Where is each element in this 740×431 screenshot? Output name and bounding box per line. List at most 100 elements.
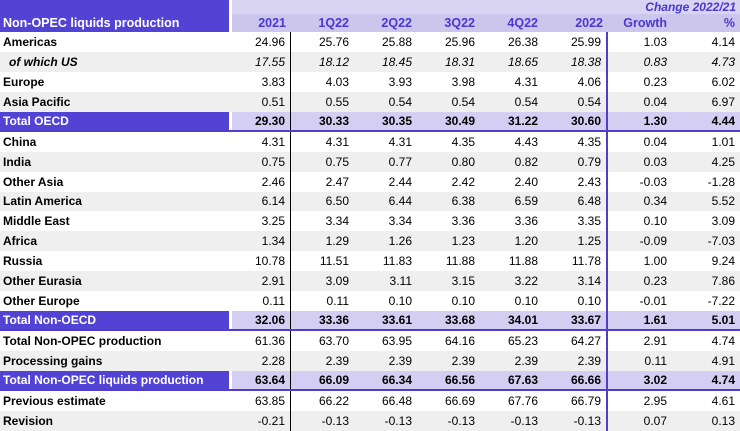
cell-other-eurasia-growth: 0.23 [608,271,672,292]
cell-total-non-opec-production-4q22: 65.23 [480,331,543,351]
row-label: India [0,151,232,172]
cell-previous-estimate-pct: 4.61 [672,390,740,411]
cell-latin-america-2022: 6.48 [543,191,608,212]
row-label: Other Asia [0,171,232,192]
cell-total-oecd-2021: 29.30 [232,111,291,130]
cell-middle-east-growth: 0.10 [608,211,672,232]
cell-total-oecd-2022: 30.60 [543,111,608,130]
row-revision: Revision -0.21 -0.13 -0.13 -0.13 -0.13 -0.13 0.… [0,410,740,431]
cell-asia-pacific-pct: 6.97 [672,91,740,112]
cell-other-eurasia-2q22: 3.11 [354,271,417,292]
cell-americas-4q22: 26.38 [480,32,543,52]
cell-europe-2021: 3.83 [232,71,291,92]
cell-total-non-opec-liquids-production-4q22: 67.63 [480,370,543,389]
row-label: Total Non-OPEC production [0,331,232,351]
cell-americas-3q22: 25.96 [417,32,480,52]
cell-previous-estimate-4q22: 67.76 [480,390,543,411]
column-header-2022: 2022 [543,14,608,32]
cell-other-europe-1q22: 0.11 [291,291,354,312]
cell-total-non-opec-production-2022: 64.27 [543,331,608,351]
row-label: Russia [0,251,232,272]
cell-processing-gains-2q22: 2.39 [354,351,417,371]
row-label: Other Eurasia [0,271,232,292]
cell-other-asia-2022: 2.43 [543,171,608,192]
cell-total-non-opec-liquids-production-2021: 63.64 [232,370,291,389]
cell-other-eurasia-4q22: 3.22 [480,271,543,292]
cell-latin-america-3q22: 6.38 [417,191,480,212]
cell-china-2021: 4.31 [232,131,291,152]
cell-other-asia-growth: -0.03 [608,171,672,192]
cell-total-oecd-3q22: 30.49 [417,111,480,130]
row-label: Total Non-OECD [0,311,232,330]
cell-europe-3q22: 3.98 [417,71,480,92]
cell-other-asia-pct: -1.28 [672,171,740,192]
cell-middle-east-4q22: 3.36 [480,211,543,232]
cell-processing-gains-growth: 0.11 [608,351,672,371]
row-label: Latin America [0,191,232,212]
cell-middle-east-2022: 3.35 [543,211,608,232]
row-label: Total Non-OPEC liquids production [0,370,232,389]
table-title: Non-OPEC liquids production [0,14,232,32]
row-processing-gains: Processing gains 2.28 2.39 2.39 2.39 2.39 2.39… [0,351,740,371]
cell-total-non-opec-liquids-production-3q22: 66.56 [417,370,480,389]
cell-latin-america-1q22: 6.50 [291,191,354,212]
cell-other-europe-2021: 0.11 [232,291,291,312]
cell-revision-2021: -0.21 [232,410,291,431]
cell-russia-growth: 1.00 [608,251,672,272]
cell-africa-1q22: 1.29 [291,231,354,252]
cell-other-europe-pct: -7.22 [672,291,740,312]
cell-of-which-us-growth: 0.83 [608,51,672,72]
cell-latin-america-growth: 0.34 [608,191,672,212]
row-label: Middle East [0,211,232,232]
cell-india-pct: 4.25 [672,151,740,172]
cell-revision-3q22: -0.13 [417,410,480,431]
cell-other-eurasia-2021: 2.91 [232,271,291,292]
row-total-non-opec-liquids-production: Total Non-OPEC liquids production 63.64 66… [0,370,740,391]
cell-of-which-us-1q22: 18.12 [291,51,354,72]
cell-china-3q22: 4.35 [417,131,480,152]
row-label: Americas [0,32,232,52]
cell-other-asia-2021: 2.46 [232,171,291,192]
cell-middle-east-2021: 3.25 [232,211,291,232]
row-total-non-opec-production: Total Non-OPEC production 61.36 63.70 63.95… [0,331,740,351]
cell-of-which-us-2q22: 18.45 [354,51,417,72]
column-header-row: Non-OPEC liquids production 2021 1Q22 2Q22… [0,14,740,32]
row-europe: Europe 3.83 4.03 3.93 3.98 4.31 4.06 0.23 6.02 [0,71,740,92]
title-cell-upper [0,0,232,14]
cell-india-4q22: 0.82 [480,151,543,172]
cell-china-2q22: 4.31 [354,131,417,152]
change-header-row: Change 2022/21 [0,0,740,14]
cell-revision-2q22: -0.13 [354,410,417,431]
cell-africa-2q22: 1.26 [354,231,417,252]
row-other-eurasia: Other Eurasia 2.91 3.09 3.11 3.15 3.22 3.14 0.2… [0,271,740,292]
cell-processing-gains-3q22: 2.39 [417,351,480,371]
row-label: Other Europe [0,291,232,312]
cell-processing-gains-4q22: 2.39 [480,351,543,371]
cell-africa-2021: 1.34 [232,231,291,252]
cell-previous-estimate-2022: 66.79 [543,390,608,411]
column-header-3q22: 3Q22 [417,14,480,32]
cell-total-non-opec-production-3q22: 64.16 [417,331,480,351]
cell-total-non-opec-production-1q22: 63.70 [291,331,354,351]
cell-total-non-opec-liquids-production-2022: 66.66 [543,370,608,389]
cell-china-1q22: 4.31 [291,131,354,152]
cell-previous-estimate-2q22: 66.48 [354,390,417,411]
cell-previous-estimate-2021: 63.85 [232,390,291,411]
cell-total-non-opec-production-2q22: 63.95 [354,331,417,351]
cell-china-growth: 0.04 [608,131,672,152]
table-body: Americas 24.96 25.76 25.88 25.96 26.38 25.99 1.… [0,32,740,431]
cell-processing-gains-2021: 2.28 [232,351,291,371]
cell-africa-2022: 1.25 [543,231,608,252]
cell-middle-east-1q22: 3.34 [291,211,354,232]
row-label: of which US [0,51,232,72]
cell-asia-pacific-2q22: 0.54 [354,91,417,112]
column-header-pct: % [672,14,740,32]
cell-of-which-us-4q22: 18.65 [480,51,543,72]
cell-processing-gains-2022: 2.39 [543,351,608,371]
cell-processing-gains-1q22: 2.39 [291,351,354,371]
cell-previous-estimate-growth: 2.95 [608,390,672,411]
cell-americas-pct: 4.14 [672,32,740,52]
cell-other-eurasia-3q22: 3.15 [417,271,480,292]
cell-africa-3q22: 1.23 [417,231,480,252]
